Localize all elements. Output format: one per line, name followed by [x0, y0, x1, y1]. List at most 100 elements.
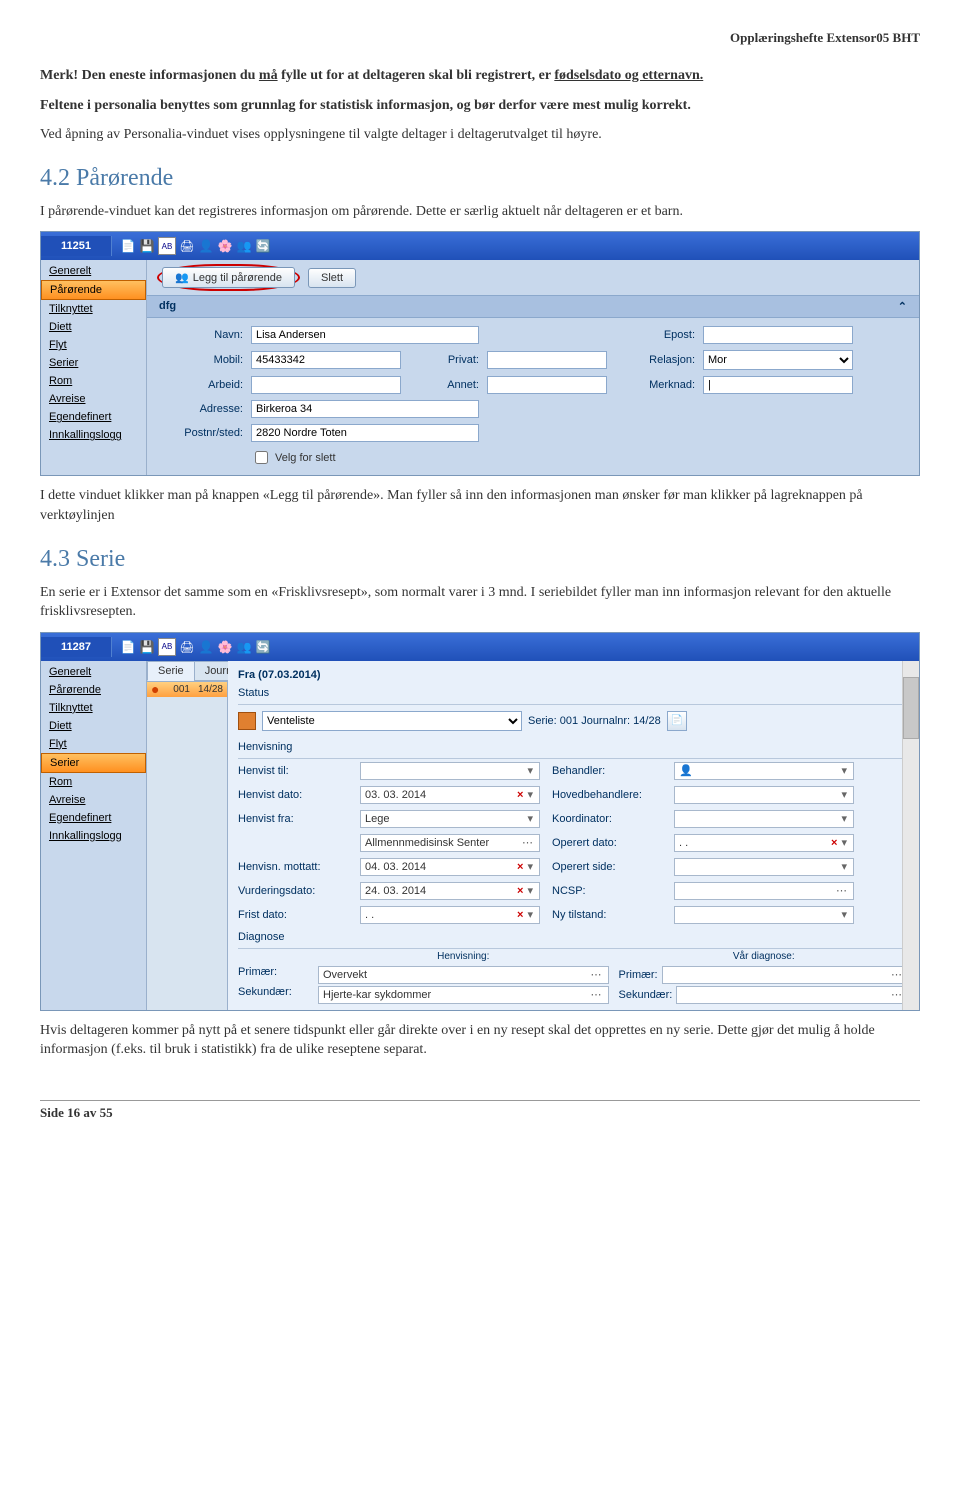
toolbar: 📄 💾 AB 🖨 👤 🌸 👥 🔄: [112, 237, 279, 255]
circled-highlight: 👥 Legg til pårørende: [157, 264, 300, 291]
sidebar-item-serier[interactable]: Serier: [41, 354, 146, 372]
select-venteliste[interactable]: Venteliste: [262, 711, 522, 731]
para-4: I pårørende-vinduet kan det registreres …: [40, 202, 920, 222]
sidebar-item-avreise[interactable]: Avreise: [41, 390, 146, 408]
lbl-arbeid: Arbeid:: [163, 379, 243, 391]
input-ncsp[interactable]: ⋯: [674, 882, 854, 900]
input-postnr[interactable]: [251, 424, 479, 442]
input-merknad[interactable]: [703, 376, 853, 394]
list-row[interactable]: ● 001 14/28: [147, 682, 227, 697]
input-mobil[interactable]: [251, 351, 401, 369]
new-icon[interactable]: 📄: [120, 238, 136, 254]
collapse-icon[interactable]: ⌃: [898, 300, 907, 313]
new-icon[interactable]: 📄: [120, 639, 136, 655]
sidebar-item-diett[interactable]: Diett: [41, 318, 146, 336]
slett-button[interactable]: Slett: [308, 268, 356, 288]
flower-icon[interactable]: 🌸: [217, 639, 233, 655]
p1c: fylle ut for at deltageren skal bli regi…: [278, 68, 555, 83]
sidebar-item-rom[interactable]: Rom: [41, 773, 146, 791]
sidebar-item-innkallingslogg[interactable]: Innkallingslogg: [41, 426, 146, 444]
sec-diag-lbl: Diagnose: [238, 931, 284, 944]
val-fristdato: . .: [365, 909, 374, 921]
lbl-nytilstand: Ny tilstand:: [552, 909, 662, 921]
p1d: fødselsdato og etternavn.: [554, 68, 703, 83]
scroll-thumb[interactable]: [903, 677, 919, 739]
input-arbeid[interactable]: [251, 376, 401, 394]
lbl-navn: Navn:: [163, 329, 243, 341]
input-henvistdato[interactable]: 03. 03. 2014×▾: [360, 786, 540, 804]
print-icon[interactable]: 🖨: [179, 238, 195, 254]
section-diagnose[interactable]: Diagnose⌃: [238, 927, 909, 949]
refresh-icon[interactable]: 🔄: [255, 238, 271, 254]
flower-icon[interactable]: 🌸: [217, 238, 233, 254]
save-icon[interactable]: 💾: [139, 238, 155, 254]
select-relasjon[interactable]: Mor: [703, 350, 853, 370]
scrollbar[interactable]: [902, 661, 919, 1010]
add-parorende-button[interactable]: 👥 Legg til pårørende: [162, 267, 295, 288]
sidebar-item-tilknyttet[interactable]: Tilknyttet: [41, 300, 146, 318]
input-primaer-henv[interactable]: Overvekt⋯: [318, 966, 609, 984]
tab-serie[interactable]: Serie: [147, 661, 195, 681]
sidebar-item-generelt[interactable]: Generelt: [41, 262, 146, 280]
lbl-henvistdato: Henvist dato:: [238, 789, 348, 801]
sidebar-item-parorende[interactable]: Pårørende: [41, 681, 146, 699]
lbl-ncsp: NCSP:: [552, 885, 662, 897]
checkbox-velg-slett[interactable]: [255, 451, 268, 464]
people-icon[interactable]: 👥: [236, 639, 252, 655]
lbl-mobil: Mobil:: [163, 354, 243, 366]
group-header[interactable]: dfg ⌃: [147, 295, 919, 318]
input-adresse[interactable]: [251, 400, 479, 418]
val-primaer: Overvekt: [323, 969, 367, 981]
input-operertdato[interactable]: . .×▾: [674, 834, 854, 852]
sidebar-item-rom[interactable]: Rom: [41, 372, 146, 390]
select-koordinator[interactable]: ▾: [674, 810, 854, 828]
input-privat[interactable]: [487, 351, 607, 369]
sidebar-item-diett[interactable]: Diett: [41, 717, 146, 735]
select-henvisttil[interactable]: ▾: [360, 762, 540, 780]
sidebar-item-flyt[interactable]: Flyt: [41, 735, 146, 753]
lbl-primaer: Primær:: [238, 966, 308, 984]
new-serie-button[interactable]: 📄: [667, 711, 687, 731]
sidebar-item-flyt[interactable]: Flyt: [41, 336, 146, 354]
input-allmenn[interactable]: Allmennmedisinsk Senter⋯: [360, 834, 540, 852]
dot-icon: ●: [147, 684, 169, 695]
input-fristdato[interactable]: . .×▾: [360, 906, 540, 924]
input-sekundaer-henv[interactable]: Hjerte-kar sykdommer⋯: [318, 986, 609, 1004]
section-status[interactable]: Status⌃: [238, 683, 909, 705]
select-hovedbeh[interactable]: ▾: [674, 786, 854, 804]
input-navn[interactable]: [251, 326, 479, 344]
app-serie: 11287 📄 💾 AB 🖨 👤 🌸 👥 🔄 Generelt Pårørend…: [40, 632, 920, 1011]
input-sekundaer-vaar[interactable]: ⋯: [676, 986, 909, 1004]
refresh-icon[interactable]: 🔄: [255, 639, 271, 655]
input-primaer-vaar[interactable]: ⋯: [662, 966, 909, 984]
sidebar-item-egendefinert[interactable]: Egendefinert: [41, 809, 146, 827]
sidebar-item-parorende[interactable]: Pårørende: [41, 280, 146, 300]
select-behandler[interactable]: 👤▾: [674, 762, 854, 780]
ab-icon[interactable]: AB: [158, 237, 176, 255]
sidebar-item-egendefinert[interactable]: Egendefinert: [41, 408, 146, 426]
print-icon[interactable]: 🖨: [179, 639, 195, 655]
section-henvisning[interactable]: Henvisning⌃: [238, 737, 909, 759]
user-icon[interactable]: 👤: [198, 639, 214, 655]
sidebar-item-avreise[interactable]: Avreise: [41, 791, 146, 809]
select-nytilstand[interactable]: ▾: [674, 906, 854, 924]
people-icon[interactable]: 👥: [236, 238, 252, 254]
ab-icon[interactable]: AB: [158, 638, 176, 656]
select-henvistfra[interactable]: Lege▾: [360, 810, 540, 828]
lbl-operertside: Operert side:: [552, 861, 662, 873]
user-icon[interactable]: 👤: [198, 238, 214, 254]
select-operertside[interactable]: ▾: [674, 858, 854, 876]
val-mottatt: 04. 03. 2014: [365, 861, 426, 873]
sidebar-item-generelt[interactable]: Generelt: [41, 663, 146, 681]
input-epost[interactable]: [703, 326, 853, 344]
lbl-behandler: Behandler:: [552, 765, 662, 777]
sidebar-item-tilknyttet[interactable]: Tilknyttet: [41, 699, 146, 717]
save-icon[interactable]: 💾: [139, 639, 155, 655]
input-mottatt[interactable]: 04. 03. 2014×▾: [360, 858, 540, 876]
input-vurdering[interactable]: 24. 03. 2014×▾: [360, 882, 540, 900]
titlebar-2: 11287 📄 💾 AB 🖨 👤 🌸 👥 🔄: [41, 633, 919, 661]
input-annet[interactable]: [487, 376, 607, 394]
sidebar-item-serier[interactable]: Serier: [41, 753, 146, 773]
sidebar-item-innkallingslogg[interactable]: Innkallingslogg: [41, 827, 146, 845]
serie-list: Serie Journaln ● 001 14/28: [147, 661, 228, 1010]
